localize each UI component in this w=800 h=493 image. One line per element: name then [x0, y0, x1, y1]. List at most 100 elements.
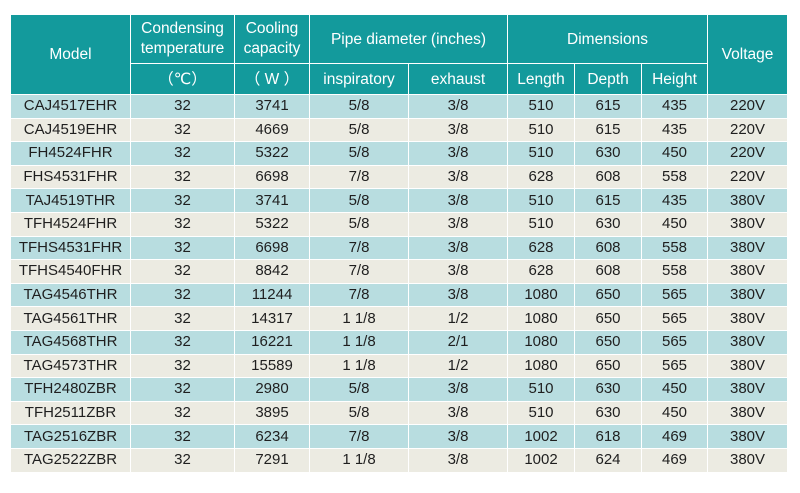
condensing-temperature-cell: 32 — [130, 329, 235, 355]
inspiratory-cell: 1 1/8 — [309, 306, 409, 331]
height-cell: 469 — [641, 447, 709, 473]
table-row: CAJ4517EHR 32 3741 5/8 3/8 510 615 435 220V — [10, 94, 789, 119]
model-cell: FH4524FHR — [10, 141, 131, 166]
cooling-capacity-cell: 11244 — [234, 282, 310, 308]
inspiratory-cell: 7/8 — [309, 282, 409, 308]
length-cell: 1080 — [507, 282, 576, 308]
depth-cell: 650 — [574, 353, 643, 379]
depth-cell: 608 — [574, 235, 643, 261]
condensing-temperature-cell: 32 — [130, 400, 235, 426]
exhaust-cell: 3/8 — [407, 117, 509, 143]
header-cooling-capacity: Cooling capacity — [234, 14, 310, 64]
header-condensing-temperature: Condensing temperature — [130, 14, 235, 64]
condensing-temperature-cell: 32 — [130, 188, 235, 213]
depth-cell: 630 — [574, 377, 643, 402]
height-cell: 435 — [641, 117, 709, 143]
voltage-cell: 380V — [707, 211, 789, 237]
height-cell: 565 — [641, 329, 709, 355]
header-exhaust: exhaust — [407, 63, 509, 95]
table-body: CAJ4517EHR 32 3741 5/8 3/8 510 615 435 220V CAJ45… — [10, 94, 789, 473]
header-condensing-line1: Condensing — [141, 20, 224, 37]
depth-cell: 618 — [574, 424, 643, 449]
voltage-cell: 220V — [707, 141, 789, 166]
table-row: TAG2522ZBR 32 7291 1 1/8 3/8 1002 624 469 380V — [10, 447, 789, 473]
table-row: FHS4531FHR 32 6698 7/8 3/8 628 608 558 220V — [10, 164, 789, 190]
condensing-temperature-cell: 32 — [130, 259, 235, 284]
voltage-cell: 220V — [707, 164, 789, 190]
model-cell: CAJ4519EHR — [10, 117, 131, 143]
inspiratory-cell: 7/8 — [309, 235, 409, 261]
condensing-temperature-cell: 32 — [130, 306, 235, 331]
length-cell: 510 — [507, 117, 576, 143]
length-cell: 510 — [507, 211, 576, 237]
depth-cell: 650 — [574, 306, 643, 331]
depth-cell: 630 — [574, 141, 643, 166]
cooling-capacity-cell: 3741 — [234, 94, 310, 119]
height-cell: 469 — [641, 424, 709, 449]
exhaust-cell: 3/8 — [407, 424, 509, 449]
header-depth: Depth — [574, 63, 643, 95]
header-condensing-unit: （℃） — [130, 63, 235, 95]
inspiratory-cell: 5/8 — [309, 377, 409, 402]
header-condensing-line2: temperature — [140, 40, 225, 57]
depth-cell: 615 — [574, 94, 643, 119]
model-cell: TFHS4540FHR — [10, 259, 131, 284]
condensing-temperature-cell: 32 — [130, 377, 235, 402]
height-cell: 450 — [641, 377, 709, 402]
length-cell: 1002 — [507, 424, 576, 449]
model-cell: TAJ4519THR — [10, 188, 131, 213]
cooling-capacity-cell: 3741 — [234, 188, 310, 213]
header-model: Model — [10, 14, 131, 95]
height-cell: 435 — [641, 94, 709, 119]
voltage-cell: 380V — [707, 235, 789, 261]
condensing-temperature-cell: 32 — [130, 447, 235, 473]
condensing-temperature-cell: 32 — [130, 282, 235, 308]
height-cell: 565 — [641, 353, 709, 379]
exhaust-cell: 3/8 — [407, 235, 509, 261]
height-cell: 435 — [641, 188, 709, 213]
exhaust-cell: 3/8 — [407, 94, 509, 119]
depth-cell: 630 — [574, 211, 643, 237]
height-cell: 565 — [641, 282, 709, 308]
height-cell: 558 — [641, 259, 709, 284]
height-cell: 450 — [641, 141, 709, 166]
condensing-temperature-cell: 32 — [130, 353, 235, 379]
height-cell: 558 — [641, 164, 709, 190]
depth-cell: 650 — [574, 282, 643, 308]
inspiratory-cell: 7/8 — [309, 424, 409, 449]
inspiratory-cell: 5/8 — [309, 117, 409, 143]
depth-cell: 624 — [574, 447, 643, 473]
length-cell: 510 — [507, 141, 576, 166]
depth-cell: 608 — [574, 259, 643, 284]
exhaust-cell: 3/8 — [407, 164, 509, 190]
cooling-capacity-cell: 7291 — [234, 447, 310, 473]
length-cell: 1080 — [507, 306, 576, 331]
voltage-cell: 380V — [707, 282, 789, 308]
cooling-capacity-cell: 15589 — [234, 353, 310, 379]
model-cell: TAG2516ZBR — [10, 424, 131, 449]
inspiratory-cell: 5/8 — [309, 400, 409, 426]
inspiratory-cell: 5/8 — [309, 94, 409, 119]
exhaust-cell: 3/8 — [407, 141, 509, 166]
model-cell: TAG2522ZBR — [10, 447, 131, 473]
table-row: TFHS4540FHR 32 8842 7/8 3/8 628 608 558 380V — [10, 259, 789, 284]
cooling-capacity-cell: 4669 — [234, 117, 310, 143]
model-cell: TFH2480ZBR — [10, 377, 131, 402]
table-row: CAJ4519EHR 32 4669 5/8 3/8 510 615 435 220V — [10, 117, 789, 143]
inspiratory-cell: 5/8 — [309, 211, 409, 237]
inspiratory-cell: 5/8 — [309, 188, 409, 213]
voltage-cell: 380V — [707, 353, 789, 379]
table-row: FH4524FHR 32 5322 5/8 3/8 510 630 450 220V — [10, 141, 789, 166]
voltage-cell: 220V — [707, 94, 789, 119]
cooling-capacity-cell: 14317 — [234, 306, 310, 331]
inspiratory-cell: 7/8 — [309, 164, 409, 190]
length-cell: 628 — [507, 259, 576, 284]
model-cell: TAG4568THR — [10, 329, 131, 355]
exhaust-cell: 3/8 — [407, 188, 509, 213]
cooling-capacity-cell: 3895 — [234, 400, 310, 426]
header-height: Height — [641, 63, 709, 95]
height-cell: 558 — [641, 235, 709, 261]
inspiratory-cell: 1 1/8 — [309, 447, 409, 473]
height-cell: 450 — [641, 211, 709, 237]
condensing-temperature-cell: 32 — [130, 424, 235, 449]
